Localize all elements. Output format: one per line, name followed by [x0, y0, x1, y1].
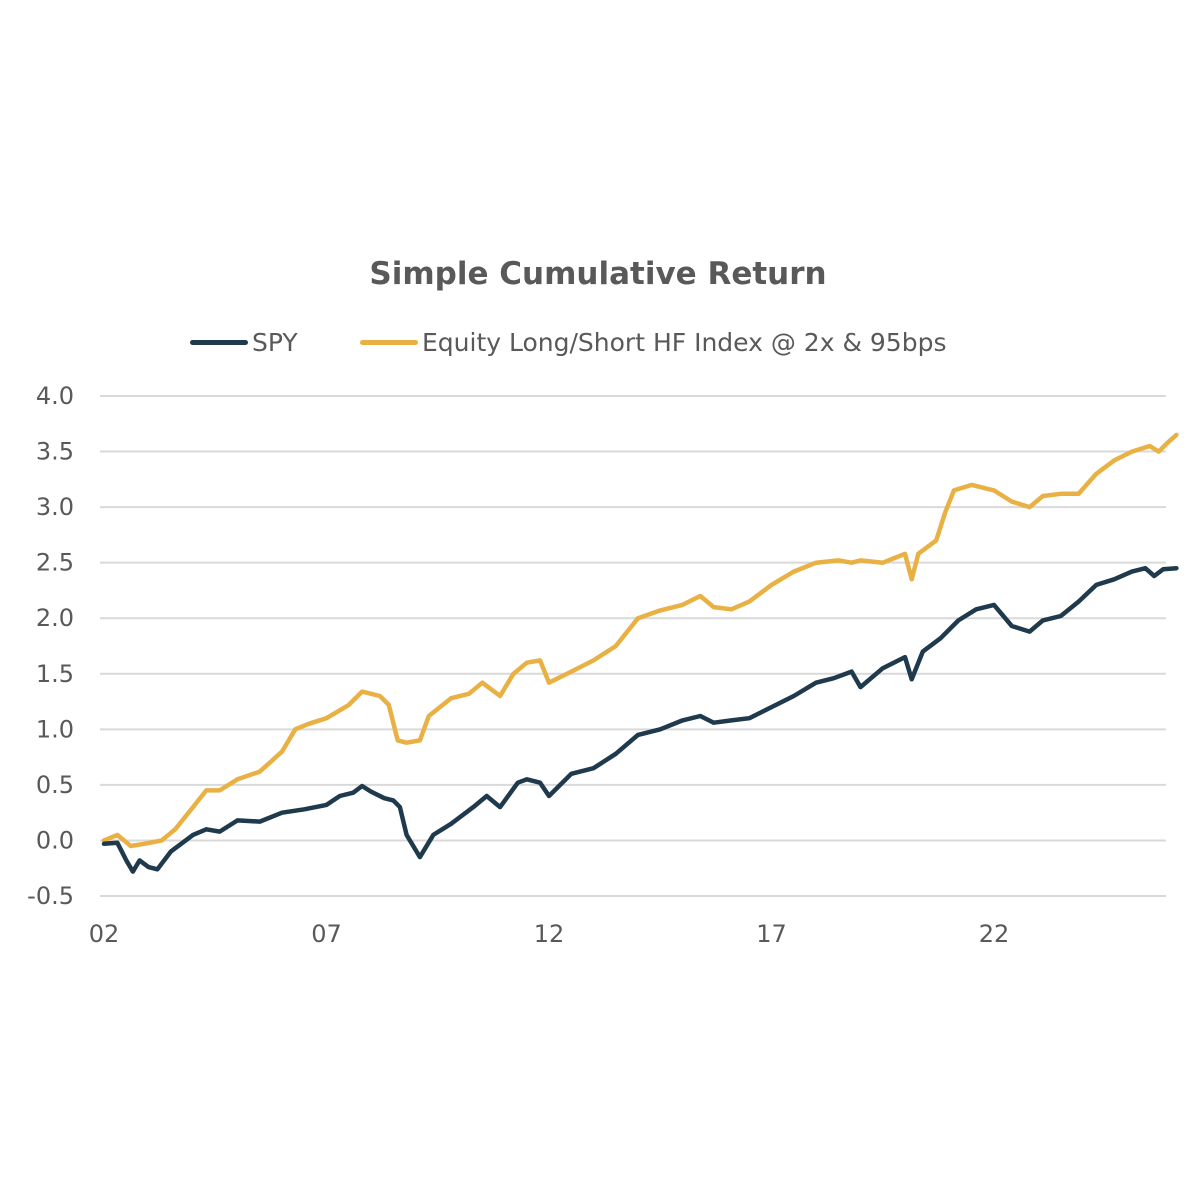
y-tick-label: 0.0 [36, 826, 74, 854]
legend-item-spy: SPY [190, 322, 298, 362]
series-line-spy [101, 565, 1179, 874]
y-tick-label: 3.0 [36, 493, 74, 521]
y-tick-label: 0.5 [36, 771, 74, 799]
y-tick-label: 4.0 [36, 382, 74, 410]
x-tick-label: 12 [534, 920, 565, 948]
y-tick-label: 3.5 [36, 438, 74, 466]
y-tick-label: 1.5 [36, 660, 74, 688]
y-tick-label: 1.0 [36, 715, 74, 743]
series-line-hf-index [101, 432, 1179, 849]
legend-item-hf-index: Equity Long/Short HF Index @ 2x & 95bps [360, 322, 946, 362]
legend-swatch-hf-index [360, 339, 418, 345]
x-tick-label: 07 [311, 920, 342, 948]
x-tick-label: 02 [89, 920, 120, 948]
chart-title: Simple Cumulative Return [369, 256, 827, 292]
chart-legend: SPY Equity Long/Short HF Index @ 2x & 95… [0, 322, 1200, 362]
y-tick-label: 2.0 [36, 604, 74, 632]
legend-label-spy: SPY [252, 327, 298, 357]
legend-swatch-spy [190, 339, 248, 345]
y-tick-label: -0.5 [27, 882, 74, 910]
x-tick-label: 17 [756, 920, 787, 948]
y-tick-label: 2.5 [36, 549, 74, 577]
x-tick-label: 22 [979, 920, 1010, 948]
legend-label-hf-index: Equity Long/Short HF Index @ 2x & 95bps [422, 327, 947, 357]
